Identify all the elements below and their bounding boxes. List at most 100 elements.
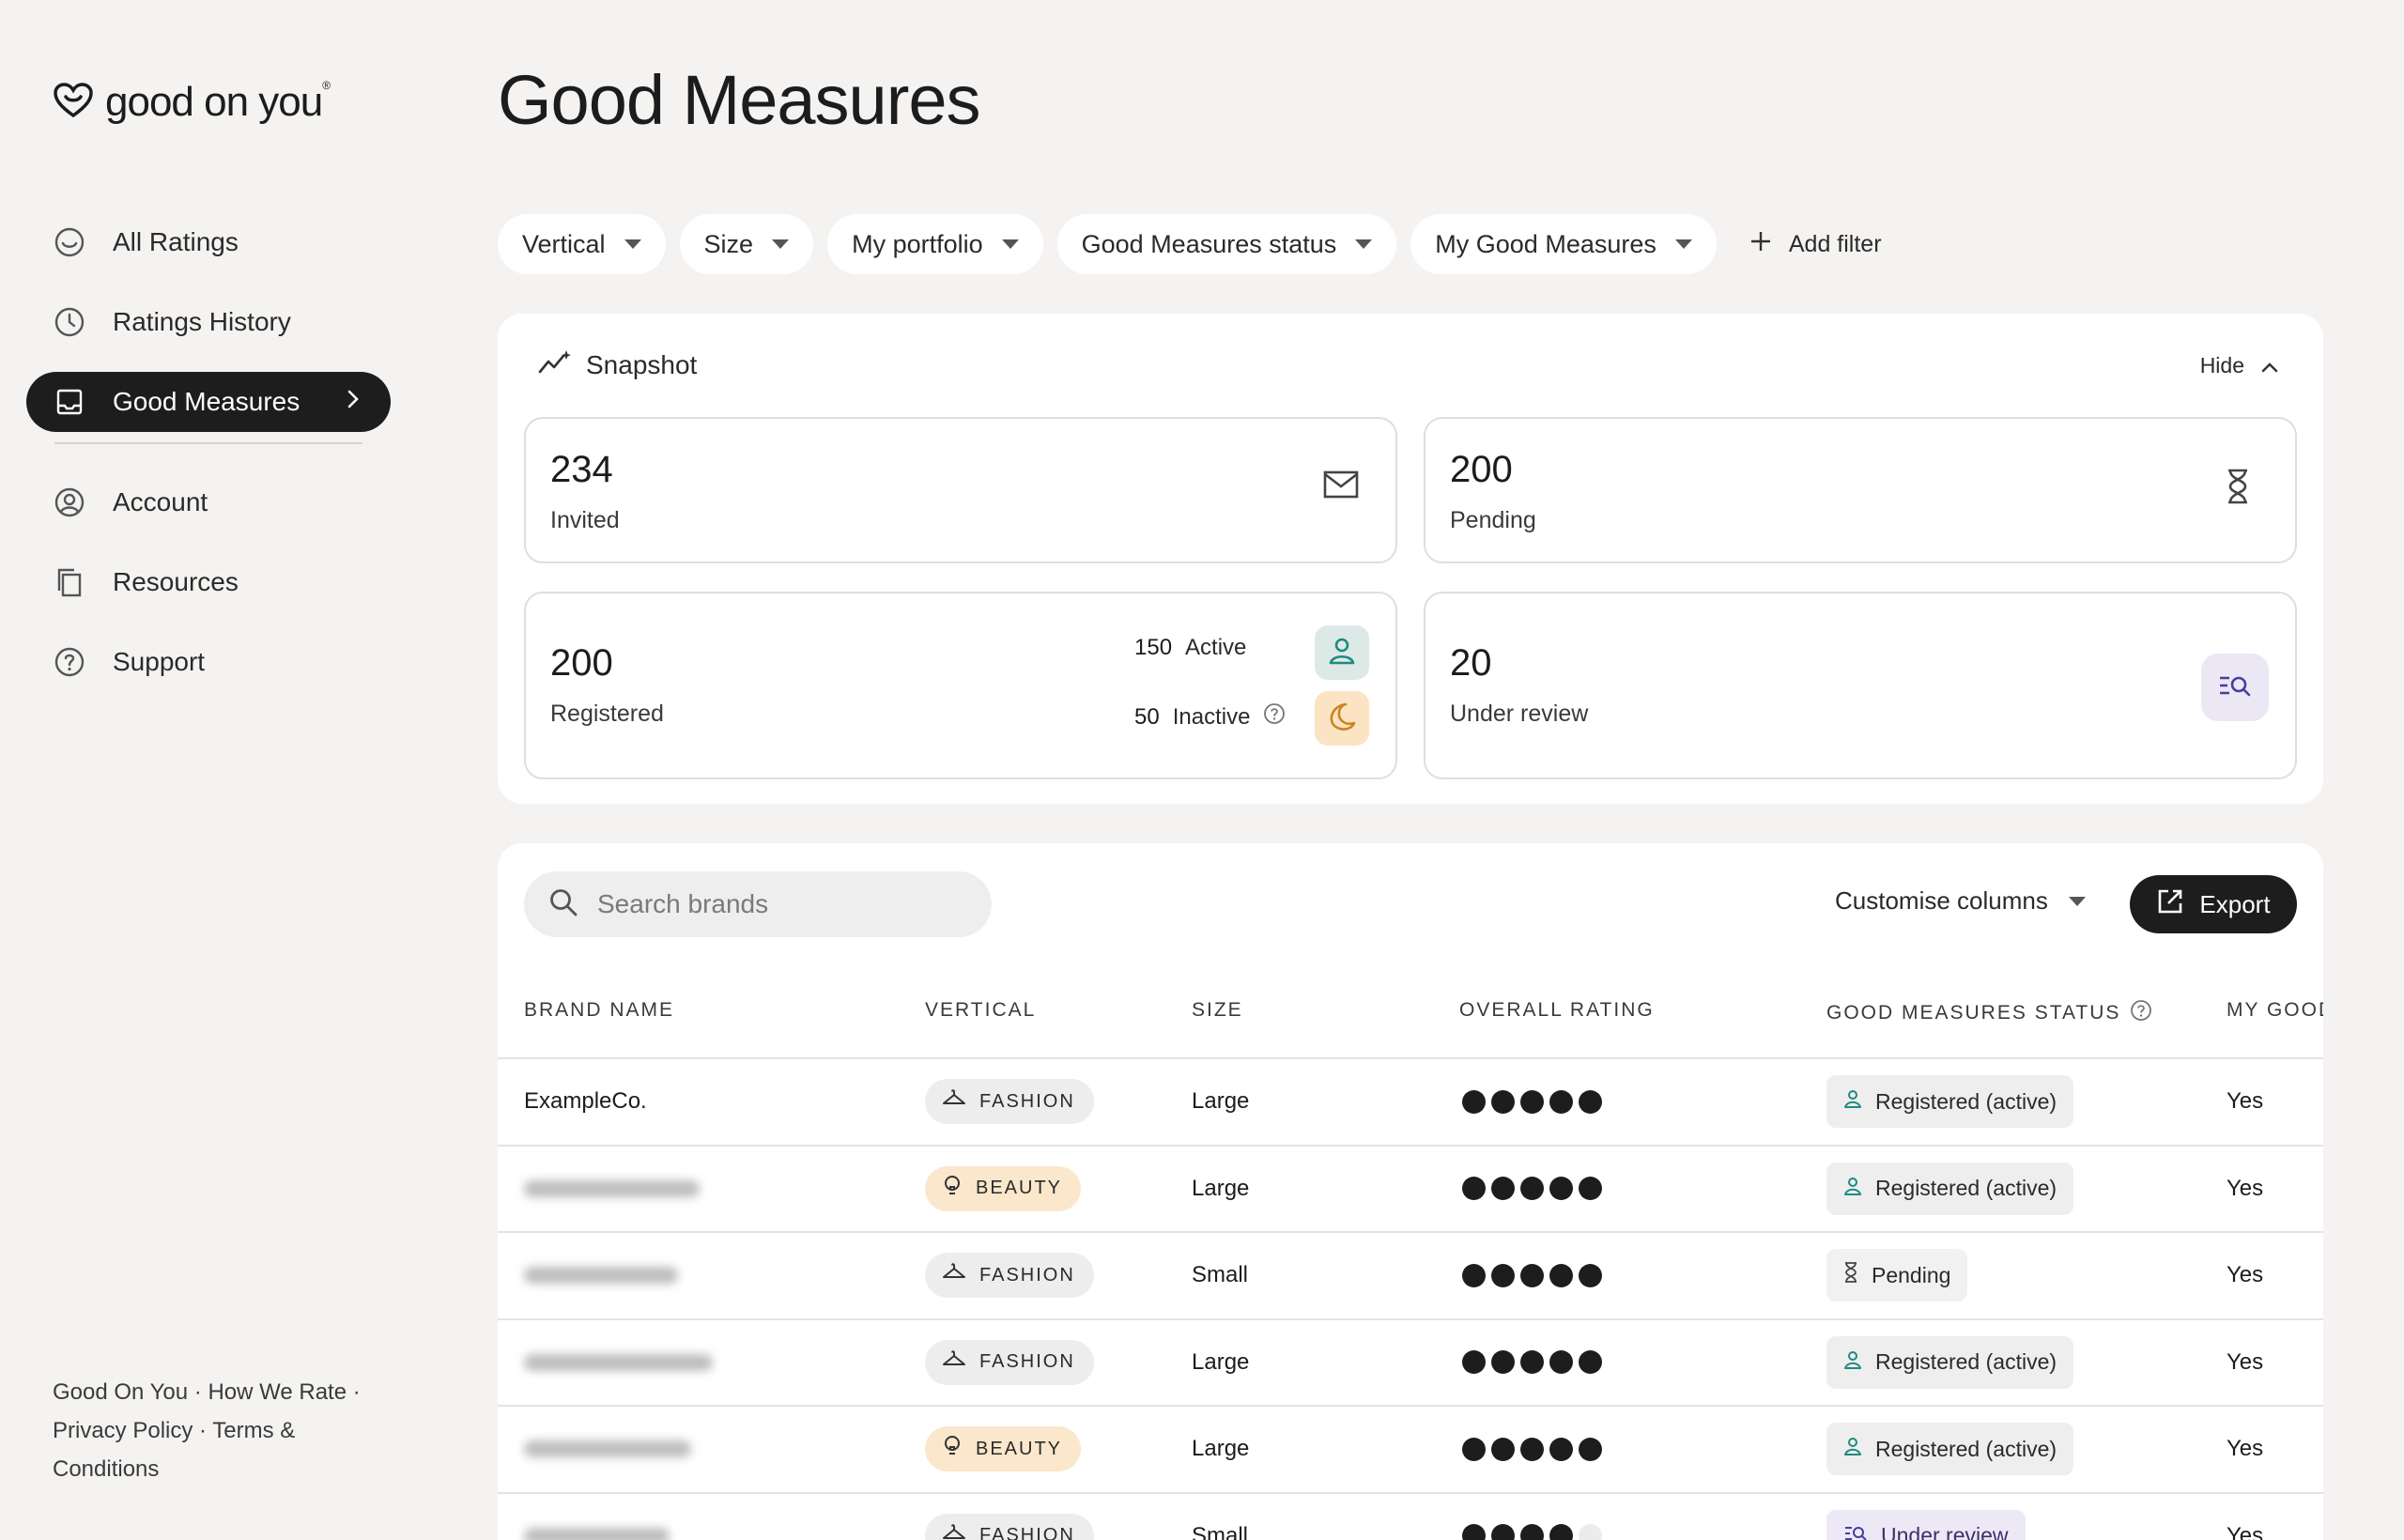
rating-dot — [1549, 1177, 1573, 1200]
status-tag: Registered (active) — [1826, 1335, 2074, 1389]
chevron-right-icon — [346, 387, 361, 417]
rating-cell — [1462, 1059, 1602, 1144]
sidebar-item-resources[interactable]: Resources — [26, 552, 391, 612]
brands-table-card: Customise columns Export BRAND NAME VERT… — [498, 843, 2323, 1540]
filter-vertical[interactable]: Vertical — [498, 214, 666, 274]
column-header-brand[interactable]: BRAND NAME — [524, 999, 675, 1021]
size-cell: Large — [1192, 1175, 1250, 1201]
caret-down-icon — [2068, 896, 2086, 906]
column-header-my-good[interactable]: MY GOOD — [2227, 999, 2323, 1021]
rating-dot — [1579, 1524, 1602, 1540]
brand-name[interactable] — [524, 1407, 691, 1491]
hide-snapshot-button[interactable]: Hide — [2200, 353, 2278, 378]
customise-columns-dropdown[interactable]: Customise columns — [1835, 886, 2086, 916]
review-badge — [2201, 654, 2269, 721]
rating-dot — [1491, 1437, 1515, 1461]
rating-dots — [1462, 1177, 1602, 1200]
table-row[interactable]: ExampleCo. FASHION Large Registered (active… — [498, 1057, 2323, 1144]
user-icon — [1328, 636, 1356, 670]
column-header-size[interactable]: SIZE — [1192, 999, 1243, 1021]
rating-dot — [1579, 1177, 1602, 1200]
rating-dot — [1520, 1263, 1544, 1287]
list-search-icon — [1843, 1523, 1868, 1540]
vertical-tag: FASHION — [925, 1513, 1094, 1540]
filter-good-measures-status[interactable]: Good Measures status — [1056, 214, 1397, 274]
rating-dot — [1549, 1437, 1573, 1461]
logo-text: good on you® — [105, 79, 331, 125]
stat-under-review: 20 Under review — [1424, 592, 2297, 779]
brand-name[interactable] — [524, 1147, 700, 1231]
rating-dots — [1462, 1350, 1602, 1374]
status-tag: Registered (active) — [1826, 1075, 2074, 1128]
copy-icon — [53, 565, 86, 599]
vertical-tag: BEAUTY — [925, 1426, 1082, 1471]
filter-size[interactable]: Size — [679, 214, 814, 274]
vertical-tag: BEAUTY — [925, 1165, 1082, 1211]
filter-label: Vertical — [522, 229, 606, 258]
vertical-tag: FASHION — [925, 1253, 1094, 1298]
customise-label: Customise columns — [1835, 886, 2048, 915]
sidebar-item-account[interactable]: Account — [26, 472, 391, 532]
filter-my-portfolio[interactable]: My portfolio — [827, 214, 1043, 274]
my-good-cell: Yes — [2227, 1175, 2264, 1201]
table-row[interactable]: BEAUTY Large Registered (active) Yes — [498, 1405, 2323, 1491]
hide-label: Hide — [2199, 353, 2244, 377]
footer-links[interactable]: Good On You · How We Rate · Privacy Poli… — [53, 1379, 361, 1482]
rating-dots — [1462, 1524, 1602, 1540]
search-input[interactable] — [597, 889, 954, 919]
filter-label: Good Measures status — [1081, 229, 1337, 258]
table-row[interactable]: FASHION Small Pending Yes — [498, 1231, 2323, 1317]
sidebar: good on you® All Ratings Ratings History… — [0, 0, 432, 1540]
status-cell: Under review — [1826, 1494, 2026, 1540]
sidebar-item-good-measures[interactable]: Good Measures — [26, 372, 391, 432]
redacted-brand-name — [524, 1527, 670, 1540]
help-circle-icon[interactable] — [1263, 702, 1286, 732]
vertical-tag: FASHION — [925, 1079, 1094, 1124]
export-button[interactable]: Export — [2130, 875, 2297, 933]
search-box[interactable] — [524, 871, 992, 937]
filter-label: My Good Measures — [1435, 229, 1657, 258]
brand-name[interactable] — [524, 1320, 713, 1405]
chevron-up-icon — [2261, 353, 2278, 378]
help-circle-icon[interactable] — [2130, 999, 2152, 1027]
filter-my-good-measures[interactable]: My Good Measures — [1410, 214, 1717, 274]
table-row[interactable]: BEAUTY Large Registered (active) Yes — [498, 1144, 2323, 1231]
column-header-rating[interactable]: OVERALL RATING — [1459, 999, 1655, 1021]
table-row[interactable]: FASHION Large Registered (active) Yes — [498, 1317, 2323, 1405]
stat-label: Registered — [550, 701, 664, 727]
sidebar-item-all-ratings[interactable]: All Ratings — [26, 212, 391, 272]
status-label: Registered (active) — [1875, 1176, 2057, 1200]
rating-dot — [1520, 1437, 1544, 1461]
sidebar-item-support[interactable]: Support — [26, 632, 391, 692]
moon-icon — [1327, 701, 1357, 736]
active-label: Active — [1185, 635, 1247, 660]
vertical-cell: FASHION — [925, 1320, 1094, 1405]
vertical-cell: FASHION — [925, 1059, 1094, 1144]
lightbulb-icon — [942, 1434, 963, 1464]
add-filter-button[interactable]: Add filter — [1731, 230, 1882, 259]
column-header-status[interactable]: GOOD MEASURES STATUS — [1826, 999, 2152, 1027]
sidebar-nav: All Ratings Ratings History Good Measure… — [26, 212, 391, 712]
brand-name[interactable]: ExampleCo. — [524, 1088, 647, 1114]
sidebar-item-label: Account — [113, 487, 208, 516]
rating-dot — [1579, 1437, 1602, 1461]
my-good-cell: Yes — [2227, 1436, 2264, 1461]
column-header-vertical[interactable]: VERTICAL — [925, 999, 1037, 1021]
stat-label: Invited — [550, 507, 620, 533]
rating-dots — [1462, 1263, 1602, 1287]
table-row[interactable]: FASHION Small Under review Yes — [498, 1491, 2323, 1540]
logo[interactable]: good on you® — [53, 79, 331, 126]
filter-bar: Vertical Size My portfolio Good Measures… — [498, 214, 1882, 274]
rating-dot — [1491, 1263, 1515, 1287]
export-label: Export — [2199, 889, 2271, 918]
brand-name[interactable] — [524, 1494, 670, 1540]
status-label: Pending — [1872, 1262, 1951, 1287]
sidebar-item-ratings-history[interactable]: Ratings History — [26, 292, 391, 352]
vertical-cell: FASHION — [925, 1233, 1094, 1317]
rating-dot — [1462, 1350, 1486, 1374]
brand-name[interactable] — [524, 1233, 678, 1317]
caret-down-icon — [1674, 239, 1692, 249]
heart-logo-icon — [53, 82, 94, 124]
help-circle-icon — [53, 645, 86, 679]
my-good-cell: Yes — [2227, 1522, 2264, 1540]
